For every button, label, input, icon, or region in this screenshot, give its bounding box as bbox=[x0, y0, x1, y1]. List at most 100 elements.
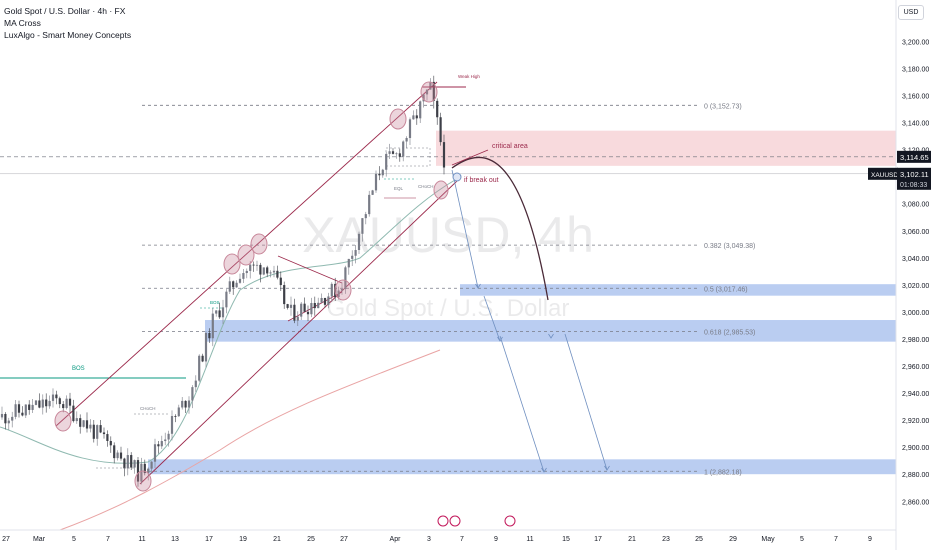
price-tick: 2,880.00 bbox=[902, 472, 929, 479]
candle bbox=[245, 270, 248, 274]
time-tick: 23 bbox=[662, 536, 670, 543]
candle bbox=[11, 416, 14, 421]
indicator-ma-cross[interactable]: MA Cross bbox=[4, 18, 41, 28]
zone-fib-0.5 bbox=[460, 284, 896, 296]
arrow-head bbox=[541, 467, 547, 473]
candle bbox=[351, 255, 354, 259]
candle bbox=[432, 81, 435, 101]
time-tick: 3 bbox=[427, 536, 431, 543]
candle bbox=[187, 400, 191, 408]
time-tick: 5 bbox=[800, 536, 804, 543]
candle bbox=[24, 404, 27, 416]
candle bbox=[130, 455, 133, 468]
time-tick: 9 bbox=[494, 536, 498, 543]
indicator-smc[interactable]: LuxAlgo - Smart Money Concepts bbox=[4, 30, 132, 40]
candle bbox=[412, 115, 415, 120]
arrow-head bbox=[548, 333, 554, 339]
price-tick: 3,000.00 bbox=[902, 310, 929, 317]
candle bbox=[405, 138, 408, 142]
price-tick: 3,180.00 bbox=[902, 66, 929, 73]
candle bbox=[184, 400, 187, 408]
price-tick: 2,940.00 bbox=[902, 391, 929, 398]
candle bbox=[140, 463, 143, 482]
time-tick: 5 bbox=[72, 536, 76, 543]
candle bbox=[269, 272, 272, 274]
time-tick: 25 bbox=[695, 536, 703, 543]
candle bbox=[425, 89, 429, 95]
candle bbox=[374, 173, 378, 191]
fib-label: 0.618 (2,985.53) bbox=[704, 329, 755, 336]
candle bbox=[323, 297, 327, 305]
time-tick: 7 bbox=[106, 536, 110, 543]
candle bbox=[225, 291, 228, 308]
candle bbox=[340, 289, 344, 291]
candle bbox=[123, 458, 126, 469]
candle bbox=[371, 190, 374, 195]
candle bbox=[381, 169, 384, 176]
candle bbox=[45, 399, 48, 407]
candle bbox=[262, 267, 265, 275]
candle bbox=[133, 460, 136, 468]
candle bbox=[92, 424, 95, 439]
arrow-head bbox=[475, 283, 481, 289]
symbol-title[interactable]: Gold Spot / U.S. Dollar · 4h · FX bbox=[4, 6, 126, 16]
candle bbox=[242, 273, 245, 279]
candle bbox=[4, 413, 7, 424]
symbol-tag-text: XAUUSD bbox=[871, 172, 898, 179]
candle bbox=[398, 153, 401, 157]
candle bbox=[235, 282, 238, 288]
price-tick: 3,060.00 bbox=[902, 229, 929, 236]
ma-fast-line bbox=[0, 179, 456, 464]
eql-label: EQL bbox=[394, 186, 404, 191]
price-tick: 3,020.00 bbox=[902, 283, 929, 290]
candle bbox=[102, 432, 106, 435]
candle bbox=[354, 250, 357, 256]
consolidation-box bbox=[385, 147, 431, 167]
candle bbox=[181, 400, 184, 408]
candle bbox=[286, 304, 289, 308]
candle bbox=[191, 387, 194, 401]
calendar-event-icon bbox=[449, 515, 461, 527]
candle bbox=[211, 313, 214, 339]
candle bbox=[391, 151, 395, 154]
flash-event-icon bbox=[437, 515, 449, 527]
swing-marker bbox=[250, 233, 268, 255]
candle bbox=[7, 420, 10, 424]
candle bbox=[238, 278, 242, 283]
projection-arrow bbox=[451, 169, 479, 289]
candle bbox=[41, 399, 44, 408]
time-tick: 29 bbox=[729, 536, 737, 543]
time-tick: 19 bbox=[239, 536, 247, 543]
candle bbox=[201, 355, 204, 362]
candle bbox=[62, 404, 65, 409]
candle bbox=[96, 425, 99, 439]
candle bbox=[167, 433, 170, 440]
candle bbox=[65, 398, 68, 409]
bos-label: BOS bbox=[72, 366, 85, 372]
zone-supply bbox=[436, 130, 896, 166]
time-tick: 9 bbox=[868, 536, 872, 543]
candle bbox=[296, 316, 299, 321]
currency-selector[interactable]: USD bbox=[898, 5, 924, 20]
time-tick: Mar bbox=[33, 536, 46, 543]
swing-marker bbox=[54, 410, 72, 432]
candle bbox=[436, 100, 439, 118]
candle bbox=[259, 264, 262, 275]
choch-label: CHoCH bbox=[140, 406, 156, 411]
candle bbox=[150, 461, 153, 469]
time-tick: 7 bbox=[834, 536, 838, 543]
candle bbox=[330, 283, 333, 297]
swing-marker bbox=[334, 279, 352, 301]
candle bbox=[429, 81, 432, 90]
ma-slow-line bbox=[59, 349, 441, 531]
candle bbox=[361, 218, 364, 234]
projection-arrow bbox=[499, 335, 545, 473]
candle bbox=[402, 141, 405, 157]
candle bbox=[395, 153, 398, 155]
candle bbox=[357, 233, 361, 251]
price-tick: 2,860.00 bbox=[902, 499, 929, 506]
time-tick: 11 bbox=[526, 536, 533, 543]
candle bbox=[252, 264, 255, 266]
